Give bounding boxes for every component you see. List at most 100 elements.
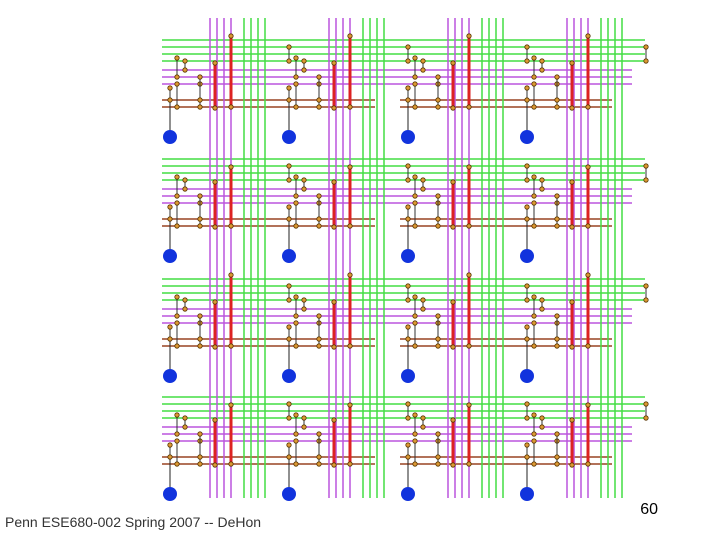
logic-block	[282, 249, 296, 263]
switch-node	[293, 223, 299, 229]
switch-node	[174, 55, 180, 61]
switch-node	[554, 343, 560, 349]
switch-node	[316, 223, 322, 229]
switch-node	[531, 55, 537, 61]
switch-node	[212, 344, 218, 350]
switch-node	[554, 104, 560, 110]
switch-node	[412, 343, 418, 349]
switch-node	[293, 200, 299, 206]
switch-node	[197, 454, 203, 460]
switch-node	[466, 164, 472, 170]
switch-node	[174, 104, 180, 110]
logic-block	[163, 487, 177, 501]
switch-node	[450, 105, 456, 111]
switch-node	[466, 461, 472, 467]
switch-node	[167, 216, 173, 222]
switch-node	[347, 104, 353, 110]
switch-node	[466, 104, 472, 110]
logic-block	[401, 369, 415, 383]
switch-node	[405, 58, 411, 64]
switch-node	[643, 58, 649, 64]
switch-node	[174, 200, 180, 206]
switch-node	[167, 336, 173, 342]
switch-node	[197, 223, 203, 229]
switch-node	[405, 283, 411, 289]
switch-node	[293, 193, 299, 199]
logic-block	[163, 249, 177, 263]
switch-node	[301, 424, 307, 430]
logic-block	[401, 487, 415, 501]
switch-node	[197, 216, 203, 222]
logic-block	[163, 130, 177, 144]
switch-node	[197, 193, 203, 199]
switch-node	[405, 97, 411, 103]
switch-node	[316, 216, 322, 222]
switch-node	[412, 412, 418, 418]
switch-node	[331, 105, 337, 111]
logic-block	[282, 487, 296, 501]
switch-node	[286, 163, 292, 169]
switch-node	[554, 431, 560, 437]
switch-node	[228, 223, 234, 229]
switch-node	[293, 74, 299, 80]
switch-node	[174, 294, 180, 300]
switch-node	[347, 343, 353, 349]
switch-node	[524, 324, 530, 330]
switch-node	[420, 415, 426, 421]
switch-node	[316, 74, 322, 80]
switch-node	[405, 454, 411, 460]
switch-node	[331, 344, 337, 350]
switch-node	[316, 313, 322, 319]
switch-node	[420, 177, 426, 183]
switch-node	[212, 224, 218, 230]
switch-node	[643, 163, 649, 169]
switch-node	[412, 431, 418, 437]
switch-node	[293, 174, 299, 180]
switch-node	[450, 224, 456, 230]
switch-node	[435, 461, 441, 467]
logic-block	[282, 130, 296, 144]
switch-node	[405, 324, 411, 330]
switch-node	[331, 179, 337, 185]
switch-node	[228, 272, 234, 278]
switch-node	[412, 174, 418, 180]
switch-node	[466, 272, 472, 278]
switch-node	[585, 343, 591, 349]
switch-node	[554, 454, 560, 460]
switch-node	[435, 223, 441, 229]
switch-node	[286, 415, 292, 421]
switch-node	[524, 58, 530, 64]
switch-node	[435, 343, 441, 349]
switch-node	[524, 297, 530, 303]
switch-node	[301, 186, 307, 192]
switch-node	[585, 272, 591, 278]
switch-node	[286, 177, 292, 183]
switch-node	[331, 224, 337, 230]
switch-node	[569, 462, 575, 468]
switch-node	[405, 415, 411, 421]
switch-node	[450, 179, 456, 185]
switch-node	[539, 306, 545, 312]
switch-node	[412, 461, 418, 467]
switch-node	[539, 415, 545, 421]
switch-node	[174, 81, 180, 87]
switch-node	[643, 297, 649, 303]
switch-node	[316, 343, 322, 349]
switch-node	[554, 74, 560, 80]
switch-node	[331, 60, 337, 66]
switch-node	[212, 179, 218, 185]
switch-node	[286, 216, 292, 222]
switch-node	[316, 193, 322, 199]
switch-node	[174, 174, 180, 180]
switch-node	[524, 163, 530, 169]
switch-node	[405, 401, 411, 407]
switch-node	[539, 424, 545, 430]
switch-node	[293, 431, 299, 437]
switch-node	[316, 461, 322, 467]
logic-block	[520, 249, 534, 263]
switch-node	[293, 343, 299, 349]
switch-node	[293, 320, 299, 326]
switch-node	[167, 324, 173, 330]
switch-node	[569, 224, 575, 230]
switch-node	[420, 306, 426, 312]
